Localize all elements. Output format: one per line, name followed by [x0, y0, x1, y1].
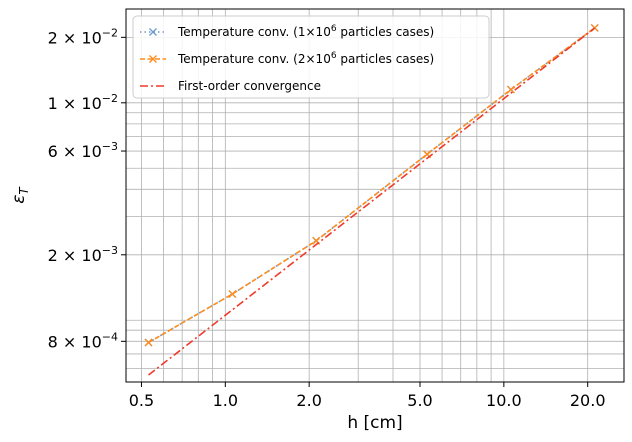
legend-label: Temperature conv. (1×106 particles cases…	[177, 24, 434, 39]
y-axis-label-symbol: ε	[9, 195, 29, 204]
y-axis-label-subscript: T	[17, 186, 31, 195]
x-tick-label: 0.5	[129, 391, 154, 410]
series-3-line	[148, 27, 596, 376]
legend-entry-2: Temperature conv. (2×106 particles cases…	[140, 51, 434, 66]
x-axis-label: h [cm]	[347, 413, 402, 433]
legend-label: First-order convergence	[178, 79, 321, 93]
y-axis-label: εT	[9, 186, 31, 204]
series-2-line	[148, 27, 596, 344]
x-tick-label: 5.0	[407, 391, 432, 410]
series-2-point	[228, 290, 237, 298]
y-tick-label: 2 × 10−3	[48, 244, 118, 265]
x-tick-label: 2.0	[296, 391, 321, 410]
x-axis: 0.5 1.0 2.0 5.0 10.0 20.0	[129, 382, 606, 410]
legend-entry-3: First-order convergence	[140, 79, 321, 93]
legend-box	[132, 15, 490, 99]
legend-label: Temperature conv. (2×106 particles cases…	[177, 51, 434, 66]
x-tick-label: 20.0	[570, 391, 606, 410]
legend-marker	[149, 28, 157, 36]
y-axis: 8 × 10−4 2 × 10−3 6 × 10−3 1 × 10−2 2 × 10−2	[48, 26, 126, 351]
y-tick-label: 2 × 10−2	[48, 26, 118, 47]
legend: Temperature conv. (1×106 particles cases…	[132, 15, 490, 99]
y-tick-label: 6 × 10−3	[48, 140, 118, 161]
y-tick-label: 1 × 10−2	[48, 92, 118, 113]
series-3	[148, 27, 596, 376]
x-tick-label: 10.0	[486, 391, 522, 410]
plot-area-frame	[125, 8, 625, 383]
series-2-point	[506, 85, 515, 94]
legend-marker	[149, 55, 157, 63]
y-tick-label: 8 × 10−4	[48, 330, 118, 351]
legend-entry-1: Temperature conv. (1×106 particles cases…	[140, 24, 434, 39]
series-2-point	[144, 338, 153, 347]
x-tick-label: 1.0	[213, 391, 238, 410]
series-layer	[144, 23, 599, 376]
